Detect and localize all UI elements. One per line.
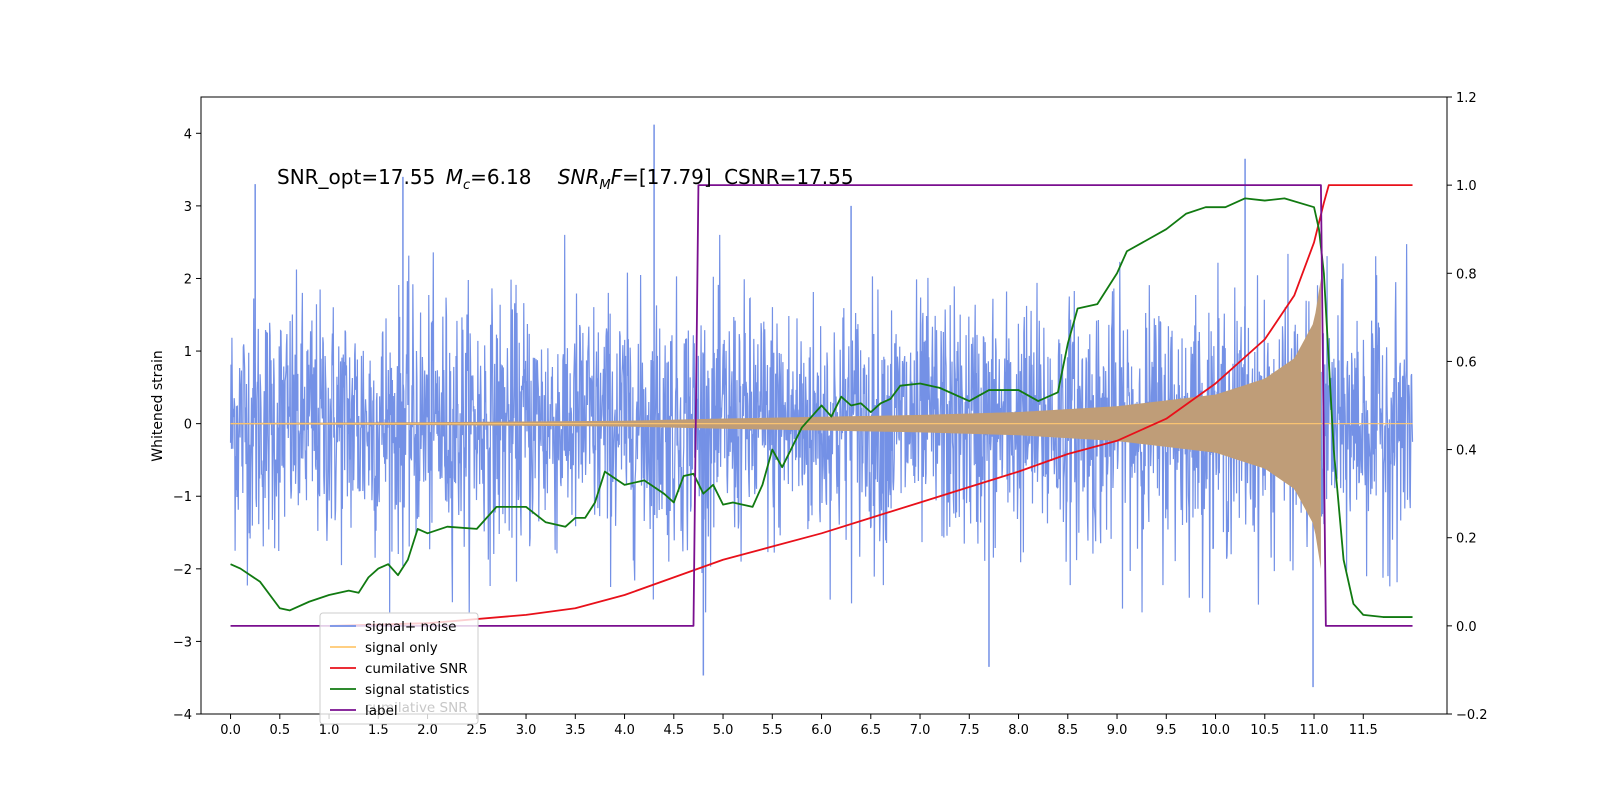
y-right-tick-label: 0.0	[1456, 620, 1477, 635]
x-tick-label: 11.0	[1300, 723, 1329, 738]
series-label-line	[230, 184, 1413, 627]
x-tick-label: 10.0	[1201, 723, 1230, 738]
snr-mf-symbol: SNR	[558, 165, 600, 189]
snr-mf-f: F	[611, 165, 623, 189]
y-right-tick-label: 0.6	[1456, 355, 1477, 370]
legend-label: signal only	[365, 640, 438, 656]
y-right-tick-label: 0.4	[1456, 444, 1477, 459]
y-left-tick-label: −1	[173, 490, 192, 505]
x-tick-label: 0.5	[269, 723, 290, 738]
y-right-tick-label: 1.0	[1456, 179, 1477, 194]
series-cumulative-snr-line	[329, 184, 1413, 627]
snr-annotation: SNR_opt=17.55 Mc=6.18 SNRMF=[17.79] CSNR…	[277, 165, 854, 193]
x-tick-label: 2.5	[466, 723, 487, 738]
x-tick-label: 3.0	[516, 723, 537, 738]
y-right-tick-label: 0.2	[1456, 532, 1477, 547]
mc-symbol: M	[446, 165, 463, 189]
legend: cumilative SNR signal+ noise signal only c…	[319, 612, 479, 725]
y-left-tick-label: −2	[173, 563, 192, 578]
legend-label: signal+ noise	[365, 619, 456, 635]
snr-mf-value: =[17.79]	[622, 165, 712, 189]
y-left-tick-label: 2	[184, 272, 192, 287]
legend-label: label	[365, 703, 398, 719]
legend-ghost-text: cumilative SNR	[365, 700, 468, 716]
series-signal-statistics-line	[230, 197, 1413, 618]
x-tick-label: 9.0	[1107, 723, 1128, 738]
csnr-text: CSNR=17.55	[724, 165, 854, 189]
x-tick-label: 5.5	[762, 723, 783, 738]
y-left-tick-label: 4	[184, 127, 192, 142]
y-left-tick-label: 0	[184, 418, 192, 433]
snr-opt-text: SNR_opt=17.55	[277, 165, 435, 189]
x-tick-label: 4.0	[614, 723, 635, 738]
y-right-tick-label: 1.2	[1456, 91, 1477, 106]
y-axis-label: Whitened strain	[150, 350, 166, 461]
x-tick-label: 1.5	[368, 723, 389, 738]
x-tick-label: 8.0	[1008, 723, 1029, 738]
y-right-tick-label: 0.8	[1456, 267, 1477, 282]
x-tick-label: 1.0	[319, 723, 340, 738]
legend-label: cumilative SNR	[365, 661, 468, 677]
x-tick-label: 6.5	[860, 723, 881, 738]
x-tick-label: 9.5	[1156, 723, 1177, 738]
x-tick-label: 6.0	[811, 723, 832, 738]
x-tick-label: 11.5	[1349, 723, 1378, 738]
x-tick-label: 10.5	[1250, 723, 1279, 738]
series-layer	[229, 124, 1414, 688]
y-left-tick-label: 3	[184, 200, 192, 215]
x-tick-label: 7.0	[910, 723, 931, 738]
y-left-tick-label: −4	[173, 708, 192, 723]
y-axis-left: 4 3 2 1 0 −1 −2 −3 −4	[173, 127, 201, 723]
mc-subscript: c	[463, 178, 470, 193]
mc-value: =6.18	[470, 165, 531, 189]
x-tick-label: 2.0	[417, 723, 438, 738]
y-axis-right: 1.2 1.0 0.8 0.6 0.4 0.2 0.0 −0.2	[1447, 91, 1488, 723]
snr-mf-subscript: M	[599, 178, 610, 193]
x-tick-label: 8.5	[1057, 723, 1078, 738]
y-left-tick-label: −3	[173, 635, 192, 650]
legend-entries: signal+ noise signal only cumilative SNR si…	[330, 619, 469, 719]
x-tick-label: 4.5	[663, 723, 684, 738]
legend-label: signal statistics	[365, 682, 469, 698]
legend-box	[319, 612, 479, 725]
x-tick-label: 0.0	[220, 723, 241, 738]
y-right-tick-label: −0.2	[1456, 708, 1488, 723]
plot-frame	[200, 96, 1448, 715]
y-left-tick-label: 1	[184, 345, 192, 360]
x-tick-label: 5.0	[713, 723, 734, 738]
x-tick-label: 7.5	[959, 723, 980, 738]
x-tick-label: 3.5	[565, 723, 586, 738]
